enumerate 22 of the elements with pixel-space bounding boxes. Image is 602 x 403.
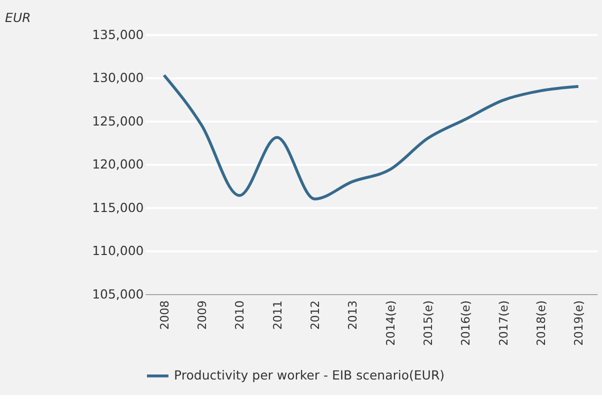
x-tick-label: 2013 <box>346 300 360 330</box>
line-series <box>162 74 580 200</box>
x-tick-label: 2012 <box>308 300 322 330</box>
x-tick-label: 2017(e) <box>496 300 510 346</box>
x-tick-label: 2014(e) <box>383 300 398 346</box>
y-tick-label: 105,000 <box>92 286 144 302</box>
legend-label: Productivity per worker - EIB scenario(EUR) <box>174 368 445 383</box>
x-tick-label: 2008 <box>157 300 172 330</box>
y-tick-label: 135,000 <box>92 26 144 42</box>
y-axis-title: EUR <box>5 10 31 25</box>
x-tick-label: 2018(e) <box>534 300 548 346</box>
y-tick-label: 115,000 <box>92 200 144 215</box>
y-tick-label: 110,000 <box>92 243 144 258</box>
x-tick-label: 2019(e) <box>572 300 586 346</box>
y-tick-label: 125,000 <box>92 113 144 128</box>
y-tick-label: 130,000 <box>92 70 144 86</box>
x-tick-label: 2011 <box>270 300 284 330</box>
x-tick-label: 2015(e) <box>421 300 436 346</box>
x-tick-label: 2016(e) <box>458 300 473 346</box>
y-tick-label: 120,000 <box>92 156 144 172</box>
x-tick-label: 2010 <box>232 300 247 330</box>
x-tick-label: 2009 <box>195 300 210 330</box>
